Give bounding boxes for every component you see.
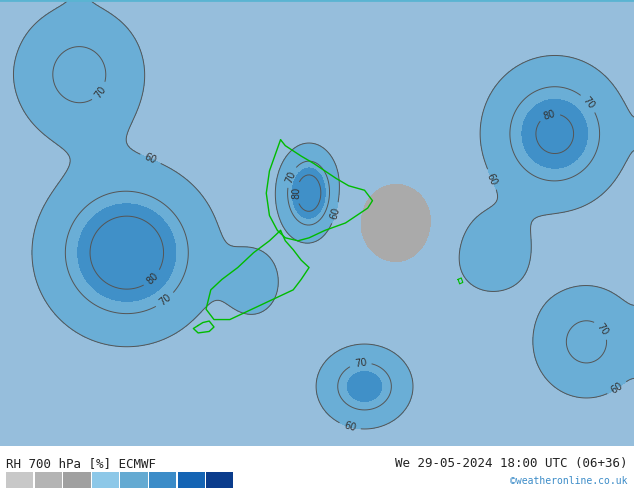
Text: 70: 70 [595, 321, 611, 337]
Text: 60: 60 [342, 420, 357, 434]
Text: ©weatheronline.co.uk: ©weatheronline.co.uk [510, 476, 628, 486]
Text: RH 700 hPa [%] ECMWF: RH 700 hPa [%] ECMWF [6, 457, 157, 470]
Text: 80: 80 [145, 270, 160, 287]
FancyBboxPatch shape [235, 472, 262, 488]
FancyBboxPatch shape [120, 472, 148, 488]
FancyBboxPatch shape [92, 472, 119, 488]
Text: 80: 80 [542, 108, 557, 122]
Text: 80: 80 [292, 187, 302, 199]
FancyBboxPatch shape [206, 472, 233, 488]
Text: We 29-05-2024 18:00 UTC (06+36): We 29-05-2024 18:00 UTC (06+36) [395, 457, 628, 470]
Text: 60: 60 [143, 152, 158, 166]
FancyBboxPatch shape [149, 472, 176, 488]
Text: 70: 70 [581, 95, 597, 111]
Text: 70: 70 [354, 357, 367, 369]
Text: 60: 60 [329, 206, 342, 220]
FancyBboxPatch shape [35, 472, 62, 488]
Text: 60: 60 [609, 381, 625, 395]
FancyBboxPatch shape [6, 472, 34, 488]
FancyBboxPatch shape [63, 472, 91, 488]
Text: 60: 60 [485, 172, 499, 187]
Text: 70: 70 [283, 170, 297, 185]
Text: 70: 70 [93, 84, 108, 100]
FancyBboxPatch shape [178, 472, 205, 488]
Text: 70: 70 [157, 293, 173, 308]
